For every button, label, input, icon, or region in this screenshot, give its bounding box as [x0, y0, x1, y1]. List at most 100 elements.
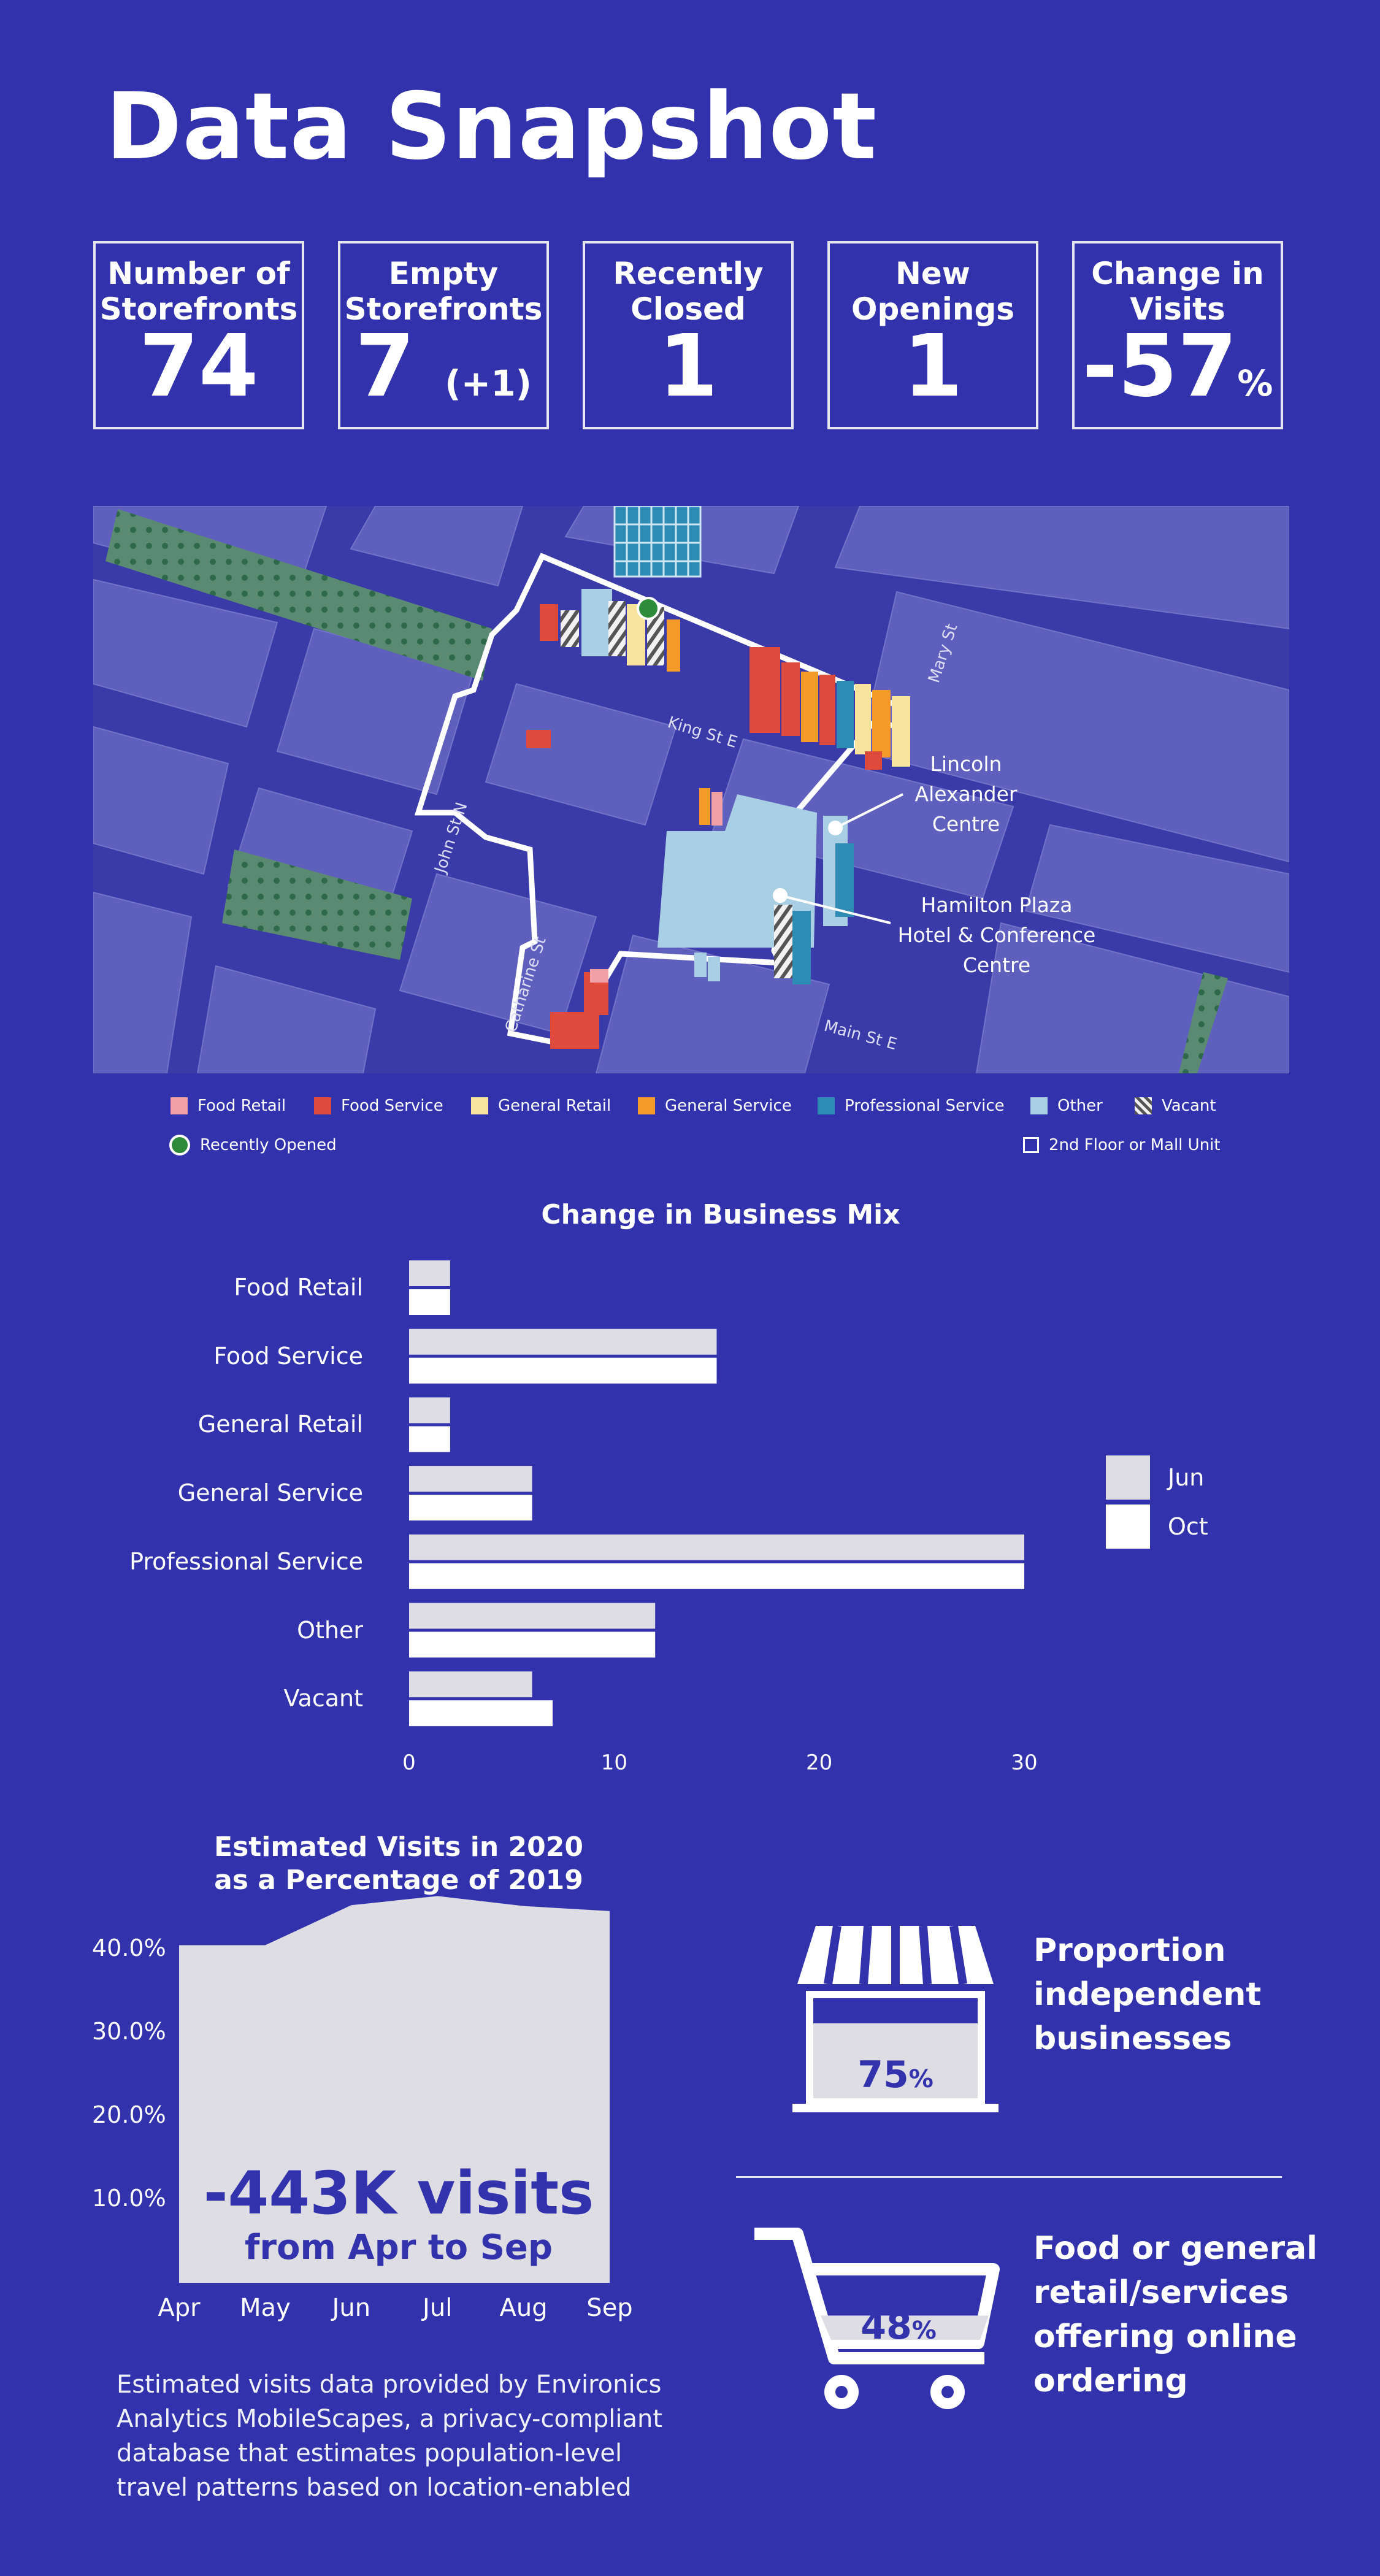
- bar-category-label: Professional Service: [129, 1547, 363, 1575]
- legend-food-service: Food Service: [314, 1097, 443, 1115]
- bar-jun: [409, 1603, 656, 1629]
- legend-general-retail: General Retail: [471, 1097, 611, 1115]
- online-fill: [821, 2315, 989, 2340]
- bar-x-tick: 30: [1011, 1750, 1038, 1775]
- stat-value-suffix: %: [1237, 362, 1273, 404]
- recently-opened-marker: [637, 597, 660, 620]
- bia-boundary: [414, 553, 900, 1049]
- bar-oct: [409, 1495, 532, 1521]
- place-label: Alexander: [915, 782, 1018, 806]
- independent-number: 75: [857, 2053, 909, 2096]
- stat-new-openings: New Openings 1: [827, 241, 1038, 429]
- legend-recently-opened: Recently Opened: [169, 1135, 337, 1156]
- stat-label: New Openings: [830, 256, 1036, 327]
- place-label: Lincoln: [930, 752, 1002, 776]
- bar-category-label: Vacant: [283, 1685, 364, 1712]
- legend-swatch: [1030, 1097, 1048, 1114]
- online-label-line: offering online: [1033, 2318, 1297, 2355]
- legend-other: Other: [1030, 1097, 1103, 1115]
- area-x-tick: Aug: [499, 2294, 548, 2322]
- stat-value-number: 7: [355, 316, 415, 416]
- storefront-parcels: [526, 589, 910, 1049]
- storefront-icon: [792, 1926, 999, 2112]
- stat-number-of-storefronts: Number of Storefronts 74: [93, 241, 304, 429]
- legend-label: General Retail: [498, 1097, 611, 1115]
- bar-category-label: Other: [297, 1616, 363, 1644]
- stat-label: Change in Visits: [1075, 256, 1281, 327]
- stat-value-number: 1: [658, 316, 718, 416]
- independent-label: Proportion independent businesses: [1033, 1928, 1261, 2061]
- area-chart-title-line: as a Percentage of 2019: [214, 1865, 583, 1896]
- stat-label-text: New Openings: [851, 256, 1015, 327]
- stat-value: 7 (+1): [340, 324, 546, 423]
- independent-label-line: independent: [1033, 1976, 1262, 2013]
- place-label: Centre: [932, 812, 1000, 836]
- stat-value: 1: [585, 324, 791, 423]
- legend-swatch-jun: [1106, 1455, 1150, 1500]
- bar-jun: [409, 1260, 450, 1286]
- stat-value: 1: [830, 324, 1036, 423]
- legend-swatch: [638, 1097, 655, 1114]
- bar-oct: [409, 1563, 1024, 1589]
- page-title: Data Snapshot: [105, 74, 878, 180]
- legend-swatch: [171, 1097, 188, 1114]
- stat-recently-closed: Recently Closed 1: [583, 241, 794, 429]
- area-x-tick: Apr: [158, 2294, 201, 2322]
- visits-annotation: -443K visits: [203, 2159, 594, 2228]
- bar-oct: [409, 1631, 656, 1658]
- legend-label: General Service: [665, 1097, 792, 1115]
- bar-jun: [409, 1328, 717, 1355]
- legend-food-retail: Food Retail: [171, 1097, 286, 1115]
- legend-swatch: [1135, 1097, 1152, 1114]
- area-y-tick: 20.0%: [92, 2101, 166, 2129]
- legend-swatch: [471, 1097, 488, 1114]
- bar-oct: [409, 1289, 450, 1315]
- area-chart-title: Estimated Visits in 2020 as a Percentage…: [166, 1831, 632, 1897]
- stat-change-in-visits: Change in Visits -57%: [1072, 241, 1283, 429]
- area-x-tick: May: [240, 2294, 291, 2322]
- visits-area: [179, 1896, 610, 2283]
- legend-label: Food Retail: [197, 1097, 286, 1115]
- legend-swatch: [314, 1097, 331, 1114]
- stat-value-number: 1: [903, 316, 963, 416]
- legend-swatch-oct: [1106, 1505, 1150, 1549]
- bar-category-label: General Service: [177, 1479, 363, 1507]
- stat-empty-storefronts: Empty Storefronts 7 (+1): [338, 241, 549, 429]
- online-label: Food or general retail/services offering…: [1033, 2226, 1317, 2403]
- bar-jun: [409, 1466, 532, 1492]
- area-y-tick: 30.0%: [92, 2018, 166, 2045]
- stat-label-text: Recently Closed: [613, 256, 764, 327]
- city-blocks: [93, 506, 1289, 1073]
- bar-x-tick: 10: [600, 1750, 627, 1775]
- independent-unit: %: [908, 2065, 933, 2093]
- independent-label-line: businesses: [1033, 2020, 1232, 2057]
- visits-annotation-sub: from Apr to Sep: [245, 2228, 553, 2267]
- bar-jun: [409, 1671, 532, 1698]
- bar-x-tick: 20: [806, 1750, 833, 1775]
- stat-label: Recently Closed: [585, 256, 791, 327]
- shopping-cart-icon: [754, 2228, 1000, 2409]
- online-label-line: ordering: [1033, 2363, 1188, 2399]
- bar-jun: [409, 1397, 450, 1424]
- legend-label: Food Service: [341, 1097, 443, 1115]
- legend-label: Vacant: [1162, 1097, 1216, 1115]
- online-value: 48%: [819, 2305, 978, 2348]
- legend-vacant: Vacant: [1135, 1097, 1216, 1115]
- star-icon: [169, 1135, 190, 1156]
- area-y-tick: 10.0%: [92, 2185, 166, 2212]
- visits-area-chart: [179, 1896, 610, 2283]
- independent-label-line: Proportion: [1033, 1932, 1226, 1969]
- bar-category-label: Food Retail: [234, 1274, 363, 1301]
- legend-professional-service: Professional Service: [818, 1097, 1005, 1115]
- legend-label-oct: Oct: [1168, 1513, 1208, 1540]
- legend-label: Recently Opened: [200, 1136, 337, 1154]
- map-graphic: King St E Main St E John St N Mary St Ca…: [93, 506, 1289, 1073]
- park-west: [222, 849, 412, 960]
- legend-label: Professional Service: [845, 1097, 1005, 1115]
- storefront-map: King St E Main St E John St N Mary St Ca…: [93, 506, 1289, 1073]
- divider: [736, 2176, 1282, 2178]
- stat-value-number: 74: [139, 316, 259, 416]
- bar-oct: [409, 1426, 450, 1452]
- bar-x-tick: 0: [402, 1750, 416, 1775]
- stat-value: -57%: [1075, 324, 1281, 423]
